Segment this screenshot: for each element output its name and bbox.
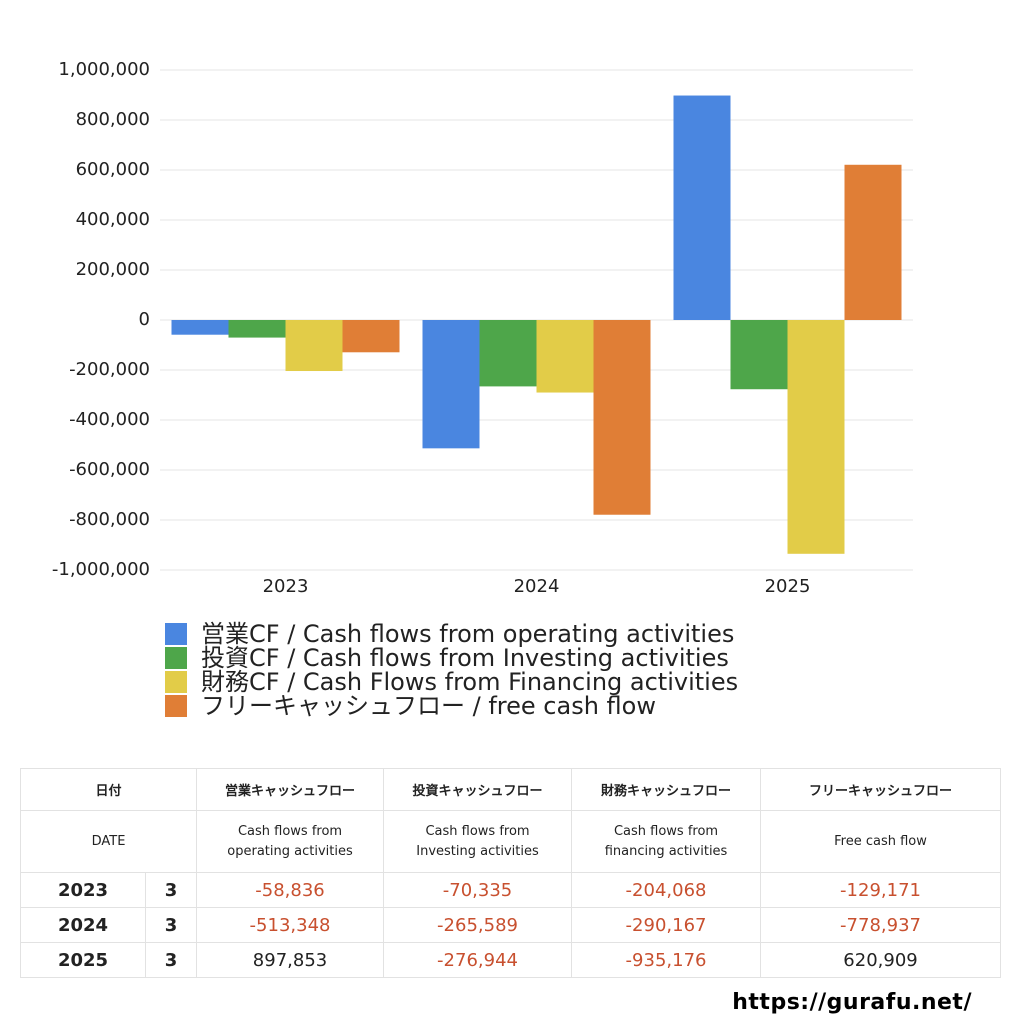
table-cell: -276,944 [383,942,573,978]
y-tick-label: -400,000 [69,409,150,430]
table-row: 2023 3 -58,836 -70,335 -204,068 -129,171 [20,872,1002,908]
y-tick-label: 400,000 [76,209,150,230]
x-tick-label: 2024 [514,576,560,597]
y-tick-label: 800,000 [76,109,150,130]
table-cell: 3 [144,907,198,943]
bar [673,95,731,321]
bar [730,320,788,390]
x-tick-label: 2023 [263,576,309,597]
footer-url: https://gurafu.net/ [732,990,972,1015]
table-cell: Cash flows from Investing activities [383,810,573,873]
table-cell: -513,348 [196,907,385,943]
legend-label: フリーキャッシュフロー / free cash flow [201,692,656,720]
legend-label: 投資CF / Cash flows from Investing activit… [201,644,729,672]
table-cell: 897,853 [196,942,385,978]
table-cell: 2023 [20,872,146,908]
legend-swatch [165,695,187,717]
bar [787,320,845,554]
legend-swatch [165,647,187,669]
bar [593,320,651,515]
bar [536,320,594,393]
table-row: 日付 営業キャッシュフロー 投資キャッシュフロー 財務キャッシュフロー フリーキャッシュ… [19,768,1002,811]
table-cell: 3 [144,872,198,908]
legend-label: 財務CF / Cash Flows from Financing activit… [201,668,738,696]
table-cell: -204,068 [571,872,762,908]
bar [228,320,286,338]
legend-label: 営業CF / Cash flows from operating activit… [201,620,734,648]
bar [479,320,537,387]
table-cell: -935,176 [571,942,762,978]
table-row: 2025 3 897,853 -276,944 -935,176 620,909 [20,942,1002,978]
table-cell: DATE [19,810,198,873]
table-cell: -129,171 [760,872,1002,908]
table-cell: フリーキャッシュフロー [760,768,1002,811]
table-cell: 営業キャッシュフロー [196,768,385,811]
table-cell: 投資キャッシュフロー [383,768,573,811]
y-tick-label: -800,000 [69,509,150,530]
table-row: DATE Cash flows from operating activities… [19,810,1002,873]
bar [422,320,480,449]
y-tick-label: -1,000,000 [52,559,150,580]
y-tick-label: 0 [139,309,150,330]
bar [844,164,902,320]
table-cell: -58,836 [196,872,385,908]
table-cell: -70,335 [383,872,573,908]
table-cell: Cash flows from operating activities [196,810,385,873]
table-cell: 2024 [20,907,146,943]
table-cell: 2025 [20,942,146,978]
y-tick-label: 1,000,000 [58,59,150,80]
bar [171,320,229,335]
y-tick-label: -200,000 [69,359,150,380]
legend-swatch [165,623,187,645]
data-table: 日付 営業キャッシュフロー 投資キャッシュフロー 財務キャッシュフロー フリーキャッシュ… [19,768,1002,978]
x-tick-label: 2025 [765,576,811,597]
table-cell: -265,589 [383,907,573,943]
y-tick-label: -600,000 [69,459,150,480]
legend-swatch [165,671,187,693]
table-cell: 620,909 [760,942,1002,978]
table-cell: Cash flows from financing activities [571,810,762,873]
table-cell: 財務キャッシュフロー [571,768,762,811]
table-cell: Free cash flow [760,810,1002,873]
y-tick-label: 200,000 [76,259,150,280]
bar [342,320,400,353]
table-cell: -778,937 [760,907,1002,943]
y-tick-label: 600,000 [76,159,150,180]
bar [285,320,343,372]
table-cell: -290,167 [571,907,762,943]
table-row: 2024 3 -513,348 -265,589 -290,167 -778,937 [20,907,1002,943]
chart: -1,000,000 -800,000 -600,000 -400,000 -200,0… [52,59,913,720]
table-cell: 3 [144,942,198,978]
table-cell: 日付 [19,768,198,811]
